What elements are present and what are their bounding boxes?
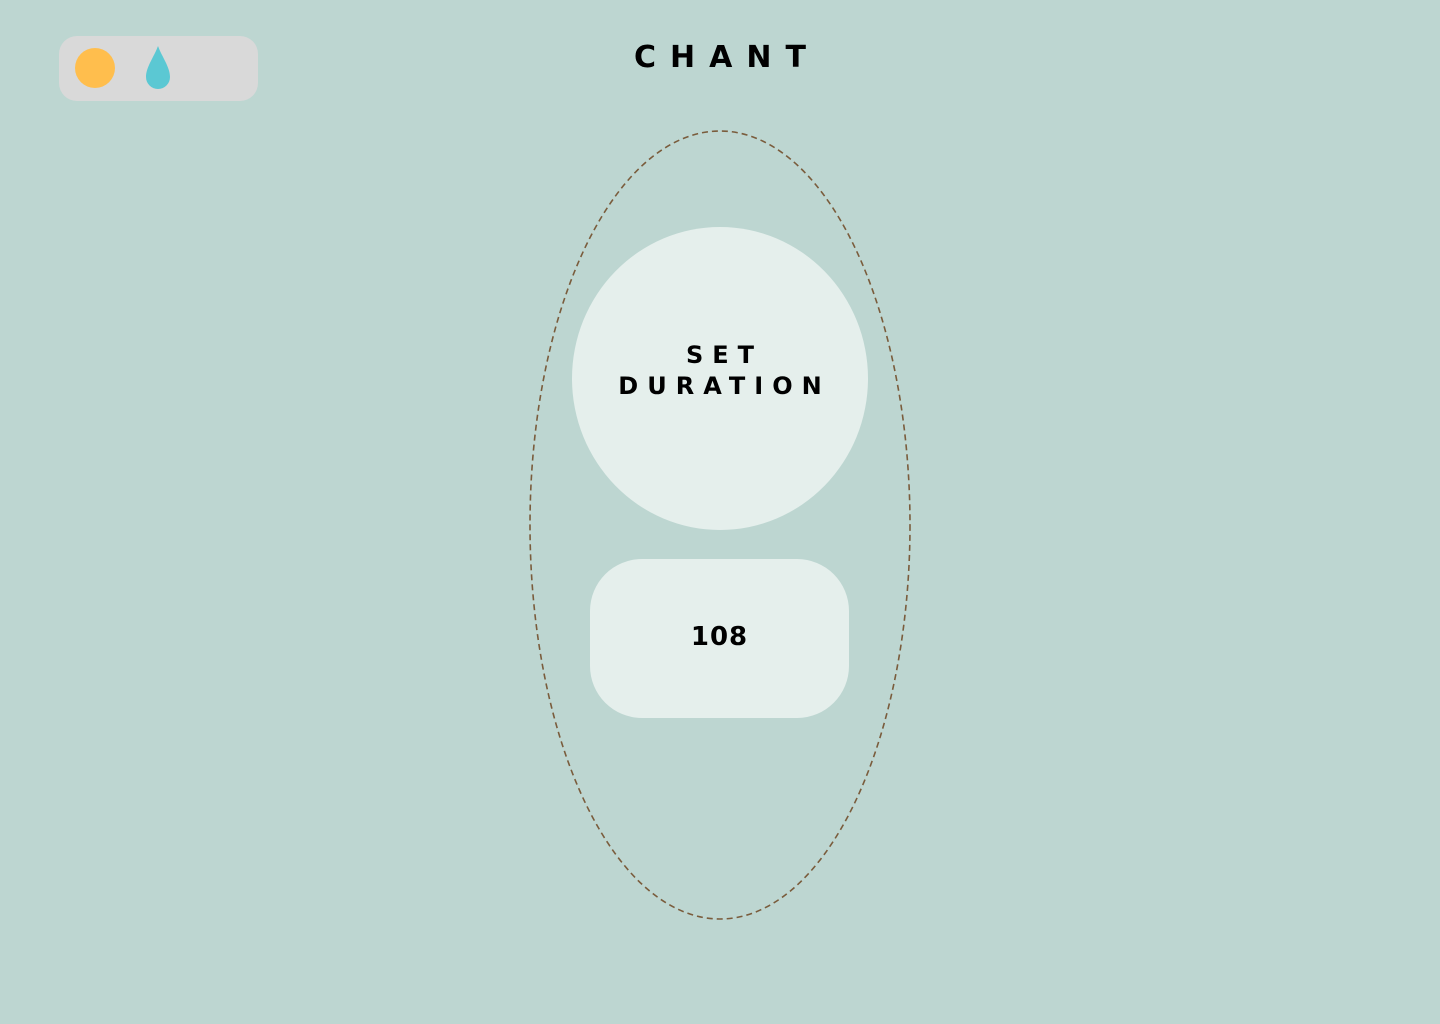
drop-icon[interactable] <box>145 45 171 90</box>
orbit-outline <box>529 130 911 920</box>
page-title: CHANT <box>634 40 820 75</box>
theme-toggle[interactable] <box>59 36 258 101</box>
chant-count-button[interactable]: 108 <box>590 559 849 718</box>
sun-icon[interactable] <box>75 48 115 88</box>
set-duration-label-line2: DURATION <box>618 372 831 400</box>
chant-count-value: 108 <box>690 622 749 652</box>
set-duration-label: SET DURATION <box>572 340 868 402</box>
set-duration-label-line1: SET <box>685 341 764 369</box>
set-duration-button[interactable]: SET DURATION <box>572 227 868 530</box>
